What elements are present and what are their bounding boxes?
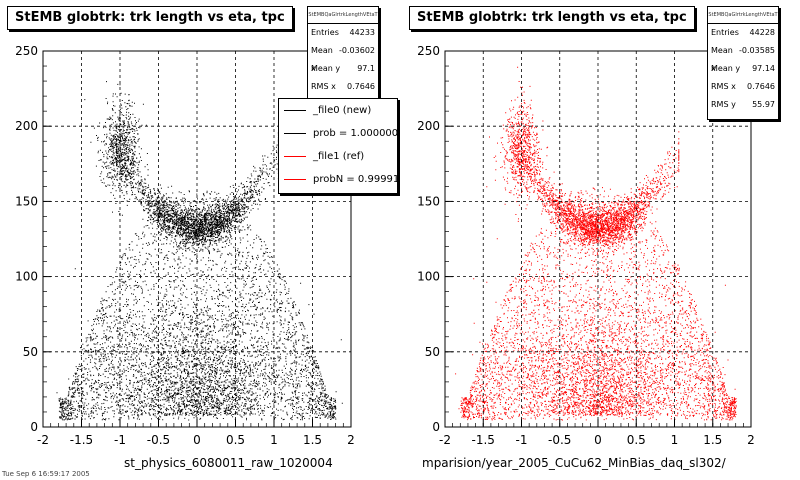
legend-entry: probN = 0.999915: [279, 168, 397, 191]
grid: [445, 51, 751, 427]
scatter-points: [455, 66, 737, 421]
axes: -2 -1.5 -1 -0.5 0 0.5 1 1.5 2 0 50 100 150 200 250: [15, 44, 355, 447]
stats-row: Mean x -0.03585: [711, 46, 775, 73]
stats-name: StEMBQaGlrtrkLengthVEtaT: [708, 7, 778, 24]
x-tick-label: -1: [516, 433, 528, 447]
legend-entry: prob = 1.000000: [279, 122, 397, 145]
chart-panel-left: -2 -1.5 -1 -0.5 0 0.5 1 1.5 2 0 50 100 150 200 250 StE…: [7, 6, 398, 470]
x-tick-label: 0: [193, 433, 201, 447]
legend-line: [284, 133, 306, 134]
y-tick-label: 200: [15, 119, 38, 133]
scatter-plot-left: -2 -1.5 -1 -0.5 0 0.5 1 1.5 2 0 50 100 150 200 250: [15, 44, 355, 447]
timestamp-footer: Tue Sep 6 16:59:17 2005: [2, 470, 90, 478]
scatter-points: [56, 81, 343, 421]
y-tick-label: 50: [23, 345, 38, 359]
y-tick-label: 250: [417, 44, 440, 58]
x-tick-label: 1: [671, 433, 679, 447]
grid: [43, 51, 351, 427]
y-tick-label: 150: [417, 194, 440, 208]
scatter-plot-right: -2 -1.5 -1 -0.5 0 0.5 1 1.5 2 0 50 100 150 200 250: [417, 44, 755, 447]
x-tick-label: 0: [594, 433, 602, 447]
x-axis-title: mparision/year_2005_CuCu62_MinBias_daq_s…: [422, 456, 726, 470]
y-tick-label: 250: [15, 44, 38, 58]
chart-title: StEMB globtrk: trk length vs eta, tpc: [7, 6, 293, 30]
stats-row: RMS y 55.97: [711, 100, 775, 109]
x-tick-label: -1: [114, 433, 126, 447]
x-tick-label: 1.5: [703, 433, 722, 447]
stats-row: Mean y 97.14: [711, 64, 775, 73]
legend-line: [284, 179, 306, 180]
scatter-point-cloud: [455, 66, 737, 421]
x-tick-label: -2: [439, 433, 451, 447]
chart-panel-right: -2 -1.5 -1 -0.5 0 0.5 1 1.5 2 0 50 100 150 200 250 StE…: [400, 0, 800, 480]
y-tick-label: 100: [15, 270, 38, 284]
x-tick-label: -0.5: [548, 433, 571, 447]
legend-line: [284, 156, 306, 157]
stats-row: Entries 44233: [311, 28, 375, 37]
x-tick-label: -2: [37, 433, 49, 447]
y-tick-label: 50: [425, 345, 440, 359]
y-tick-label: 100: [417, 270, 440, 284]
x-tick-label: -1.5: [472, 433, 495, 447]
y-tick-label: 0: [432, 420, 440, 434]
stats-row: Mean y 97.1: [311, 64, 375, 73]
x-tick-label: -0.5: [147, 433, 170, 447]
x-tick-label: 2: [347, 433, 355, 447]
legend-entry: _file0 (new): [279, 99, 397, 122]
legend-entry: _file1 (ref): [279, 145, 397, 168]
y-tick-label: 200: [417, 119, 440, 133]
scatter-point-cloud: [56, 81, 343, 421]
stats-row: Mean x -0.03602: [311, 46, 375, 73]
y-tick-label: 0: [30, 420, 38, 434]
x-tick-label: 2: [747, 433, 755, 447]
x-tick-label: 0.5: [226, 433, 245, 447]
stats-row: RMS x 0.7646: [711, 82, 775, 91]
axes: -2 -1.5 -1 -0.5 0 0.5 1 1.5 2 0 50 100 150 200 250: [417, 44, 755, 447]
stats-name: StEMBQaGlrtrkLengthVEtaT: [308, 7, 378, 24]
x-tick-label: 1: [270, 433, 278, 447]
legend-line: [284, 110, 306, 111]
stats-box: StEMBQaGlrtrkLengthVEtaT Entries 44233 Me…: [307, 6, 379, 102]
x-axis-title: st_physics_6080011_raw_1020004: [124, 456, 333, 470]
legend: _file0 (new) prob = 1.000000 _file1 (ref…: [278, 98, 398, 194]
y-tick-label: 150: [15, 194, 38, 208]
stats-row: RMS x 0.7646: [311, 82, 375, 91]
x-tick-label: 0.5: [627, 433, 646, 447]
x-tick-label: 1.5: [303, 433, 322, 447]
stats-row: Entries 44228: [711, 28, 775, 37]
x-tick-label: -1.5: [70, 433, 93, 447]
stats-box: StEMBQaGlrtrkLengthVEtaT Entries 44228 Me…: [707, 6, 779, 120]
chart-title: StEMB globtrk: trk length vs eta, tpc: [409, 6, 695, 30]
